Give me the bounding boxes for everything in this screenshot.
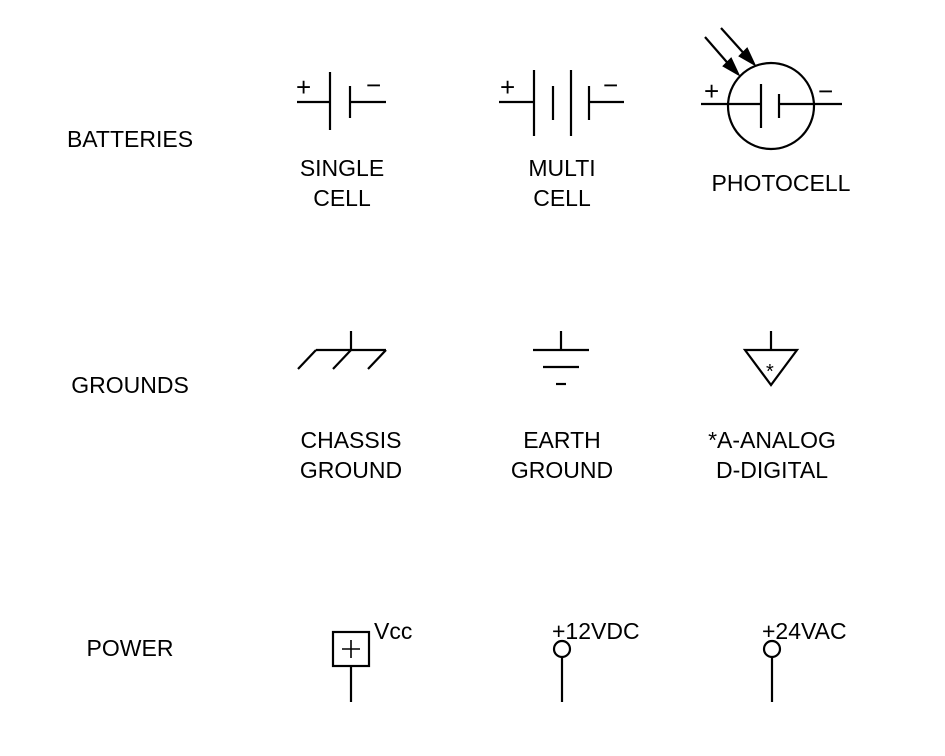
battery-plus-sign: + [500, 72, 515, 102]
battery-minus-sign: − [366, 70, 381, 100]
multi-cell-battery-symbol: + − [499, 70, 624, 136]
dc-power-symbol [552, 639, 572, 702]
signal-ground-note-line1: *A-ANALOG [708, 427, 836, 453]
row-label-grounds: GROUNDS [71, 372, 189, 398]
chassis-ground-symbol [297, 331, 387, 370]
signal-ground-note-line2: D-DIGITAL [715, 457, 829, 483]
single-cell-label-line2: CELL [313, 185, 371, 211]
row-label-power: POWER [86, 635, 174, 661]
multi-cell-label-line1: MULTI [528, 155, 596, 181]
signal-ground-marker: * [766, 361, 774, 383]
multi-cell-label-line2: CELL [533, 185, 591, 211]
chassis-ground-label-line1: CHASSIS [300, 427, 402, 453]
battery-plus-sign: + [704, 76, 719, 106]
earth-ground-label-line1: EARTH [523, 427, 601, 453]
photocell-label: PHOTOCELL [711, 170, 851, 196]
dc-voltage-label: +12VDC [552, 618, 640, 644]
ac-power-symbol [762, 639, 782, 702]
battery-minus-sign: − [818, 76, 833, 106]
photocell-symbol: + − [701, 27, 842, 151]
vcc-power-symbol [331, 630, 371, 702]
earth-ground-label-line2: GROUND [510, 457, 614, 483]
earth-ground-symbol [533, 331, 589, 386]
single-cell-label-line1: SINGLE [299, 155, 385, 181]
battery-plus-sign: + [296, 72, 311, 102]
single-cell-battery-symbol: + − [296, 70, 386, 130]
chassis-ground-label-line2: GROUND [299, 457, 403, 483]
vcc-label: Vcc [374, 618, 413, 644]
ac-voltage-label: +24VAC [762, 618, 847, 644]
row-label-batteries: BATTERIES [66, 126, 194, 152]
signal-ground-symbol: * [742, 331, 800, 387]
battery-minus-sign: − [603, 70, 618, 100]
